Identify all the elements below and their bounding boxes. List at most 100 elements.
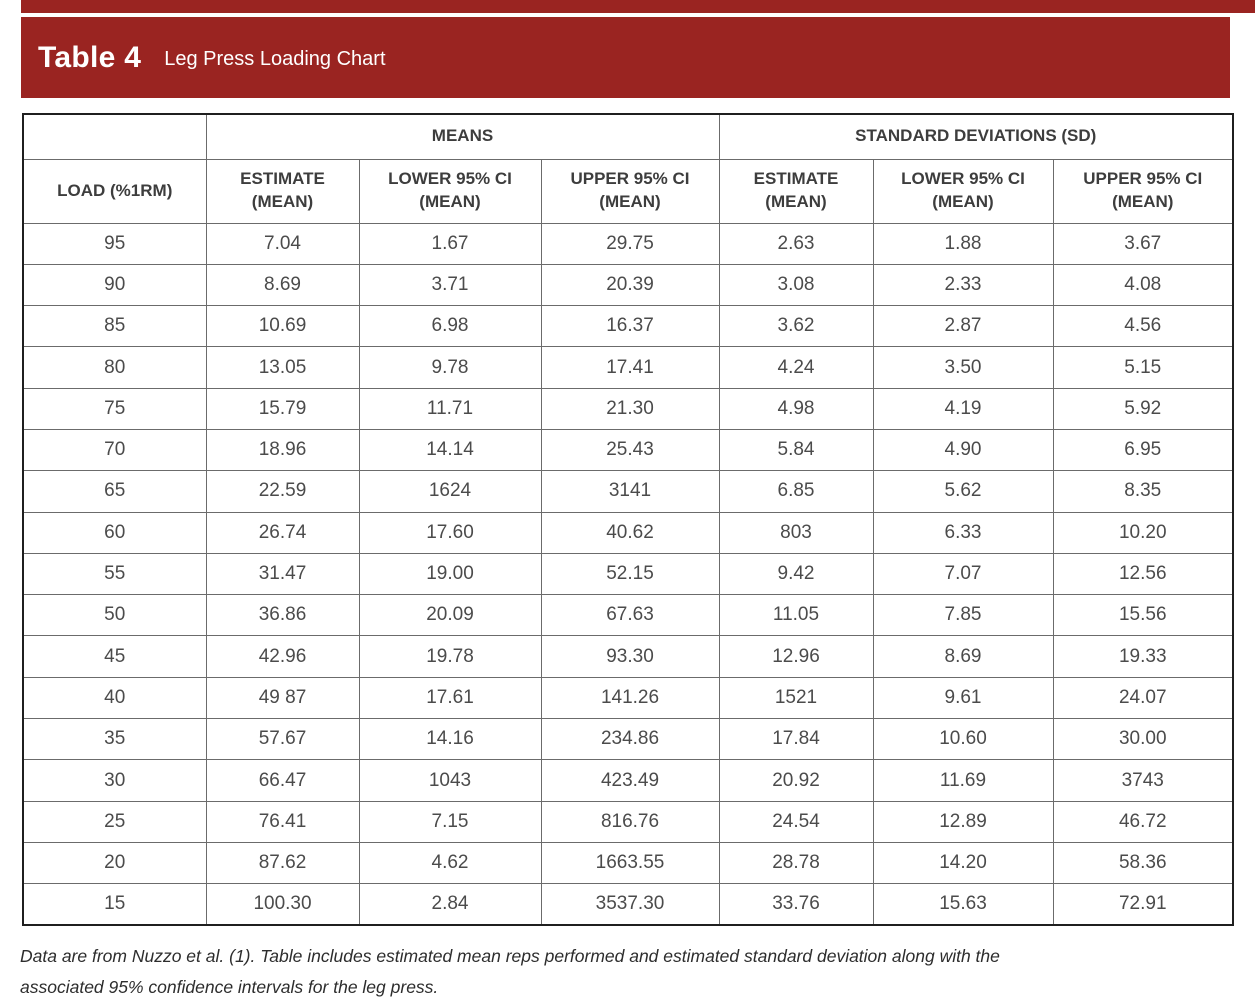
value-cell: 19.00 — [358, 552, 542, 596]
value-cell: 46.72 — [1052, 800, 1234, 843]
value-cell: 9.42 — [718, 552, 874, 596]
value-cell: 19.33 — [1052, 635, 1234, 678]
value-cell: 7.85 — [872, 594, 1054, 637]
table-title: Leg Press Loading Chart — [164, 48, 386, 70]
value-cell: 9.61 — [872, 676, 1054, 720]
value-cell: 3.62 — [718, 305, 874, 348]
value-cell: 7.15 — [358, 800, 542, 843]
value-cell: 17.84 — [718, 718, 874, 761]
value-cell: 7.04 — [205, 222, 360, 265]
load-cell: 80 — [22, 346, 207, 389]
load-cell: 60 — [22, 511, 207, 554]
value-cell: 2.87 — [872, 305, 1054, 348]
value-cell: 12.96 — [718, 635, 874, 678]
value-cell: 29.75 — [540, 222, 720, 265]
value-cell: 5.15 — [1052, 346, 1234, 389]
value-cell: 2.33 — [872, 263, 1054, 307]
load-cell: 25 — [22, 800, 207, 843]
value-cell: 4.08 — [1052, 263, 1234, 307]
value-cell: 36.86 — [205, 594, 360, 637]
value-cell: 87.62 — [205, 841, 360, 885]
value-cell: 6.98 — [358, 305, 542, 348]
value-cell: 25.43 — [540, 428, 720, 472]
value-cell: 67.63 — [540, 594, 720, 637]
value-cell: 28.78 — [718, 841, 874, 885]
value-cell: 15.79 — [205, 387, 360, 430]
load-cell: 70 — [22, 428, 207, 472]
value-cell: 2.84 — [358, 883, 542, 926]
value-cell: 76.41 — [205, 800, 360, 843]
column-header-sd-lower-ci: LOWER 95% CI (MEAN) — [872, 158, 1054, 224]
value-cell: 12.89 — [872, 800, 1054, 843]
value-cell: 816.76 — [540, 800, 720, 843]
group-header-means: MEANS — [205, 113, 720, 160]
column-header-sd-upper-ci: UPPER 95% CI (MEAN) — [1052, 158, 1234, 224]
value-cell: 3141 — [540, 470, 720, 513]
value-cell: 803 — [718, 511, 874, 554]
table-row: 30 66.47 1043 423.49 20.92 11.69 3743 — [22, 759, 1234, 802]
table-row: 25 76.41 7.15 816.76 24.54 12.89 46.72 — [22, 800, 1234, 843]
value-cell: 66.47 — [205, 759, 360, 802]
value-cell: 11.69 — [872, 759, 1054, 802]
load-cell: 50 — [22, 594, 207, 637]
value-cell: 11.71 — [358, 387, 542, 430]
group-header-sd: STANDARD DEVIATIONS (SD) — [718, 113, 1234, 160]
value-cell: 9.78 — [358, 346, 542, 389]
column-header-row: LOAD (%1RM) ESTIMATE (MEAN) LOWER 95% CI… — [22, 158, 1234, 224]
load-cell: 75 — [22, 387, 207, 430]
value-cell: 8.35 — [1052, 470, 1234, 513]
value-cell: 20.09 — [358, 594, 542, 637]
value-cell: 31.47 — [205, 552, 360, 596]
value-cell: 13.05 — [205, 346, 360, 389]
value-cell: 8.69 — [872, 635, 1054, 678]
load-cell: 95 — [22, 222, 207, 265]
value-cell: 3.67 — [1052, 222, 1234, 265]
column-header-mean-estimate: ESTIMATE (MEAN) — [205, 158, 360, 224]
table-row: 15 100.30 2.84 3537.30 33.76 15.63 72.91 — [22, 883, 1234, 926]
column-header-load: LOAD (%1RM) — [22, 158, 207, 224]
loading-chart-table: MEANS STANDARD DEVIATIONS (SD) LOAD (%1R… — [22, 113, 1235, 927]
top-accent-strip — [21, 0, 1255, 13]
value-cell: 24.07 — [1052, 676, 1234, 720]
value-cell: 26.74 — [205, 511, 360, 554]
value-cell: 19.78 — [358, 635, 542, 678]
value-cell: 72.91 — [1052, 883, 1234, 926]
table-row: 75 15.79 11.71 21.30 4.98 4.19 5.92 — [22, 387, 1234, 430]
value-cell: 4.19 — [872, 387, 1054, 430]
value-cell: 3537.30 — [540, 883, 720, 926]
table-container: MEANS STANDARD DEVIATIONS (SD) LOAD (%1R… — [22, 113, 1235, 927]
value-cell: 423.49 — [540, 759, 720, 802]
value-cell: 30.00 — [1052, 718, 1234, 761]
value-cell: 58.36 — [1052, 841, 1234, 885]
table-number-label: Table 4 — [38, 40, 142, 74]
load-cell: 55 — [22, 552, 207, 596]
value-cell: 1043 — [358, 759, 542, 802]
value-cell: 42.96 — [205, 635, 360, 678]
table-row: 60 26.74 17.60 40.62 803 6.33 10.20 — [22, 511, 1234, 554]
load-cell: 30 — [22, 759, 207, 802]
table-row: 85 10.69 6.98 16.37 3.62 2.87 4.56 — [22, 305, 1234, 348]
value-cell: 17.60 — [358, 511, 542, 554]
table-head: MEANS STANDARD DEVIATIONS (SD) LOAD (%1R… — [22, 113, 1234, 224]
table-footnote: Data are from Nuzzo et al. (1). Table in… — [20, 946, 1000, 997]
value-cell: 18.96 — [205, 428, 360, 472]
table-row: 20 87.62 4.62 1663.55 28.78 14.20 58.36 — [22, 841, 1234, 885]
load-cell: 20 — [22, 841, 207, 885]
value-cell: 10.20 — [1052, 511, 1234, 554]
column-header-mean-upper-ci: UPPER 95% CI (MEAN) — [540, 158, 720, 224]
value-cell: 4.98 — [718, 387, 874, 430]
table-row: 90 8.69 3.71 20.39 3.08 2.33 4.08 — [22, 263, 1234, 307]
value-cell: 1.67 — [358, 222, 542, 265]
value-cell: 7.07 — [872, 552, 1054, 596]
value-cell: 4.24 — [718, 346, 874, 389]
table-banner: Table 4 Leg Press Loading Chart — [21, 17, 1230, 98]
value-cell: 17.61 — [358, 676, 542, 720]
table-row: 40 49 87 17.61 141.26 1521 9.61 24.07 — [22, 676, 1234, 720]
value-cell: 5.92 — [1052, 387, 1234, 430]
value-cell: 10.60 — [872, 718, 1054, 761]
value-cell: 15.56 — [1052, 594, 1234, 637]
table-row: 55 31.47 19.00 52.15 9.42 7.07 12.56 — [22, 552, 1234, 596]
value-cell: 6.33 — [872, 511, 1054, 554]
value-cell: 49 87 — [205, 676, 360, 720]
